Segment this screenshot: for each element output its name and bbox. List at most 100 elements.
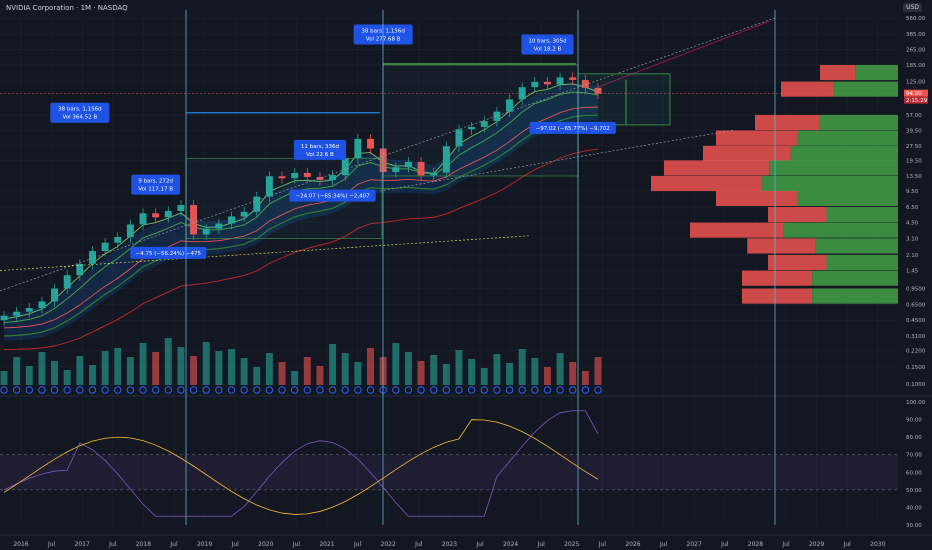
- candle-body-13: [164, 211, 172, 218]
- countdown-label: 2:15:29: [906, 98, 928, 104]
- osc-tick-2: 80.00: [906, 435, 922, 441]
- candle-body-32: [404, 161, 412, 168]
- candle-body-37: [468, 126, 476, 130]
- price-axis[interactable]: 560.00 385.00 265.00 185.00 125.00 57.00 39.50…: [904, 16, 928, 529]
- volume-bar-27: [341, 353, 349, 385]
- earnings-marker-17: [215, 386, 223, 394]
- vp-sell-8: [768, 206, 827, 223]
- candle-body-43: [543, 81, 551, 85]
- vp-buy-4: [790, 145, 898, 161]
- volume-bar-5: [63, 370, 71, 385]
- volume-bar-40: [506, 363, 514, 385]
- volume-bar-11: [139, 343, 147, 385]
- osc-tick-6: 40.00: [906, 505, 922, 511]
- time-tick-8: 2020: [258, 541, 273, 548]
- earnings-marker-33: [417, 386, 425, 394]
- price-tick-4: 125.00: [906, 80, 926, 86]
- channel-line: [379, 129, 736, 192]
- annotation-text-3-0: 9 bars, 272d: [138, 179, 173, 185]
- earnings-marker-25: [316, 386, 324, 394]
- earnings-marker-5: [63, 386, 71, 394]
- volume-bar-34: [430, 355, 438, 385]
- annotation-bg-4: [293, 139, 347, 160]
- price-tick-0: 560.00: [906, 16, 926, 22]
- volume-bar-23: [291, 371, 299, 385]
- annotation-text-7-0: −97.02 (−65.77%) −9,702: [536, 126, 610, 132]
- candle-body-41: [518, 87, 526, 100]
- volume-bar-39: [493, 354, 501, 385]
- earnings-marker-47: [594, 386, 602, 394]
- vp-sell-11: [768, 254, 827, 271]
- osc-tick-1: 90.00: [906, 418, 922, 424]
- time-tick-10: 2021: [319, 541, 334, 548]
- annotation-text-3-1: Vol 117.17 B: [138, 187, 173, 193]
- annotation-text-6-0: −4.75 (−56.24%) −475: [136, 251, 202, 257]
- vp-buy-7: [797, 190, 898, 207]
- earnings-marker-37: [467, 386, 476, 394]
- time-tick-1: Jul: [47, 541, 56, 548]
- last-price-label: 94.00: [906, 91, 922, 97]
- price-tick-18: 0.4500: [906, 318, 926, 324]
- earnings-marker-6: [76, 386, 84, 394]
- volume-bar-18: [228, 349, 235, 385]
- volume-bar-41: [518, 349, 526, 385]
- price-tick-12: 4.50: [906, 221, 919, 227]
- earnings-marker-18: [227, 386, 236, 394]
- volume-bar-7: [88, 365, 96, 385]
- earnings-marker-35: [442, 386, 451, 394]
- earnings-marker-39: [493, 386, 501, 394]
- price-tick-3: 185.00: [906, 63, 926, 69]
- price-tick-7: 27.50: [906, 144, 922, 150]
- volume-bar-33: [417, 361, 425, 385]
- candle-body-24: [303, 172, 311, 177]
- candle-body-20: [253, 196, 261, 212]
- earnings-marker-31: [392, 386, 400, 394]
- vp-sell-4: [703, 145, 791, 161]
- volume-bar-14: [177, 347, 185, 385]
- osc-tick-7: 30.00: [906, 523, 922, 529]
- currency-badge[interactable]: USD: [903, 3, 922, 12]
- time-tick-17: Jul: [537, 541, 546, 548]
- candle-body-14: [177, 205, 185, 212]
- symbol-title[interactable]: NVIDIA Corporation · 1M · NASDAQ: [6, 4, 128, 12]
- candle-body-11: [139, 213, 147, 225]
- earnings-marker-28: [354, 386, 362, 394]
- time-tick-22: 2027: [687, 541, 702, 548]
- candle-body-18: [228, 216, 235, 224]
- osc-tick-3: 70.00: [906, 453, 922, 459]
- time-tick-9: Jul: [292, 541, 301, 548]
- price-tick-16: 0.9500: [906, 287, 926, 293]
- earnings-marker-34: [430, 386, 438, 394]
- price-tick-1: 385.00: [906, 32, 926, 38]
- earnings-marker-40: [505, 386, 514, 394]
- time-tick-14: 2023: [442, 541, 457, 548]
- time-axis[interactable]: 2016 Jul 2017 Jul 2018 Jul 2019 Jul 2020 Jul 2021 J…: [0, 534, 932, 548]
- time-tick-27: Jul: [843, 541, 852, 548]
- volume-bar-19: [240, 358, 248, 385]
- vp-buy-13: [812, 288, 898, 304]
- earnings-marker-44: [556, 386, 564, 394]
- candle-body-0: [0, 315, 8, 321]
- candle-body-29: [367, 138, 374, 149]
- candle-body-21: [265, 176, 273, 197]
- annotation-text-5-0: −24.07 (−65.34%) −2,407: [296, 194, 371, 200]
- earnings-marker-41: [518, 386, 526, 394]
- candle-body-33: [417, 161, 425, 176]
- volume-bar-22: [278, 362, 286, 385]
- time-tick-20: 2026: [625, 541, 640, 548]
- projection-line: [597, 20, 771, 88]
- time-tick-16: 2024: [503, 541, 518, 548]
- candle-body-35: [442, 146, 450, 173]
- volume-bar-44: [556, 353, 564, 385]
- annotation-text-2-0: 10 bars, 305d: [528, 38, 566, 44]
- volume-bar-9: [114, 348, 122, 385]
- earnings-marker-26: [328, 386, 337, 394]
- price-tick-2: 265.00: [906, 48, 926, 54]
- price-tick-20: 0.2200: [906, 349, 926, 355]
- candle-body-19: [240, 211, 248, 217]
- annotation-text-2-1: Vol 18.2 B: [534, 46, 562, 52]
- earnings-marker-19: [240, 386, 248, 394]
- candle-body-5: [63, 275, 71, 289]
